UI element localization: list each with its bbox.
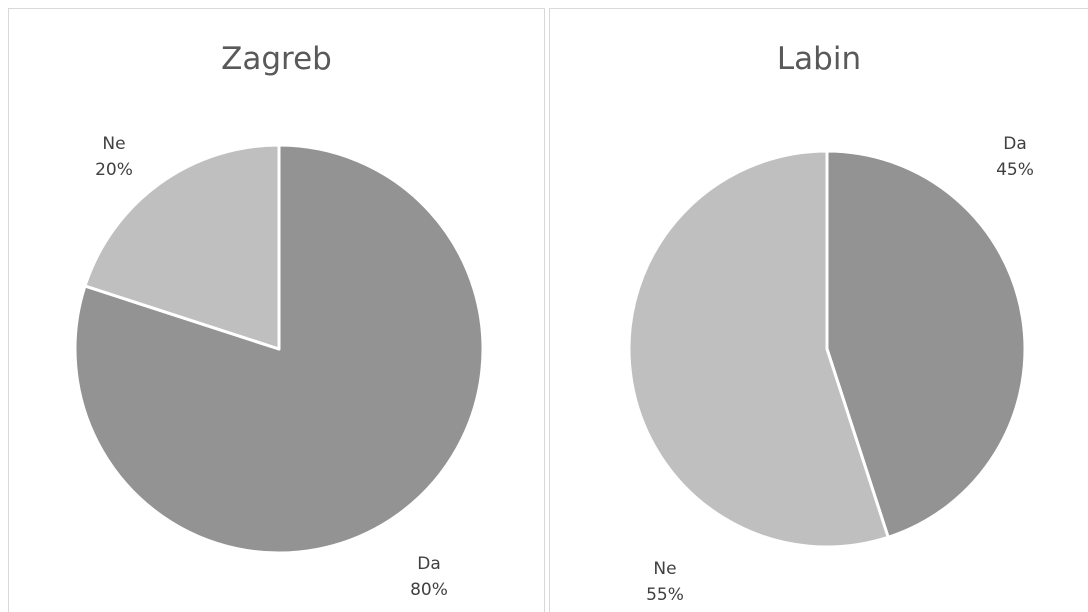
chart-panel-labin: Labin Da 45% Ne 55% (549, 8, 1088, 612)
slice-label-ne: Ne (653, 559, 676, 579)
chart-title-zagreb: Zagreb (221, 41, 332, 77)
pie-chart-labin: Da 45% Ne 55% (627, 134, 1034, 605)
slice-label-da: Da (417, 554, 441, 574)
pie-slice-ne (83, 143, 281, 351)
slice-label-ne: Ne (102, 134, 125, 154)
pie-slice-da (825, 149, 1027, 539)
chart-title-labin: Labin (776, 41, 862, 77)
pie-chart-zagreb: Da 80% Ne 20% (73, 134, 485, 600)
slice-percent-da: 80% (410, 580, 448, 600)
slice-label-da: Da (1003, 134, 1027, 154)
slice-percent-da: 45% (996, 160, 1034, 180)
slice-percent-ne: 20% (95, 160, 133, 180)
pie-slice-ne (627, 149, 890, 549)
chart-panel-zagreb: Zagreb Da 80% Ne 20% (8, 8, 545, 612)
slice-percent-ne: 55% (646, 585, 684, 605)
